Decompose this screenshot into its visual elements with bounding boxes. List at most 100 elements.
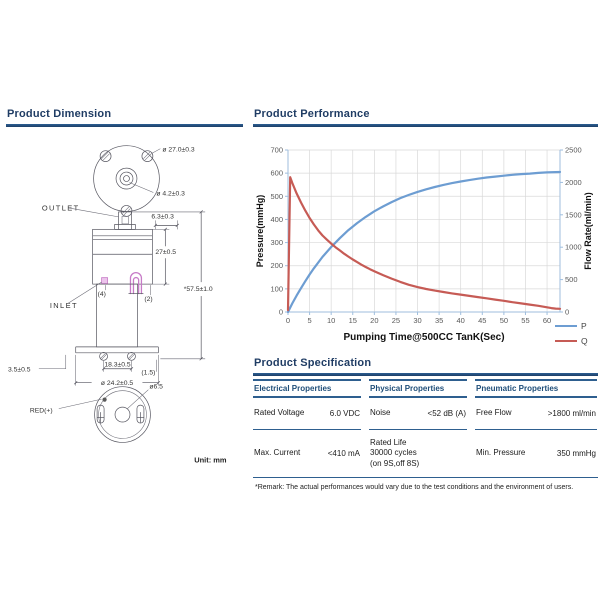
table-row: Min. Pressure 350 mmHg bbox=[475, 430, 597, 477]
tick-label: 20 bbox=[370, 316, 378, 325]
spec-group-electrical: Electrical Properties Rated Voltage 6.0 … bbox=[253, 379, 361, 477]
tick-label: 40 bbox=[457, 316, 465, 325]
specification-section-rule bbox=[253, 373, 598, 376]
dimension-section: Product Dimension bbox=[6, 108, 243, 490]
spec-label: Min. Pressure bbox=[476, 448, 526, 458]
unit-note: Unit: mm bbox=[194, 455, 227, 464]
dim-screw-span-label: 18.3±0.5 bbox=[104, 361, 131, 368]
spec-label: Max. Current bbox=[254, 448, 301, 458]
dim-foot-label: 3.5±0.5 bbox=[8, 367, 31, 374]
screw-hole-icon bbox=[99, 150, 112, 162]
outlet-label: OUTLET bbox=[42, 203, 80, 212]
tick-label: 25 bbox=[392, 316, 400, 325]
spec-remark: *Remark: The actual performances would v… bbox=[255, 484, 574, 491]
table-row: Free Flow >1800 ml/min bbox=[475, 398, 597, 430]
spec-value: >1800 ml/min bbox=[547, 409, 596, 418]
tick-label: 1000 bbox=[565, 243, 582, 252]
dia-mount-circle-label: ø 27.0±0.3 bbox=[162, 147, 195, 154]
specification-section-title: Product Specification bbox=[254, 357, 372, 369]
tick-label: 500 bbox=[270, 192, 283, 201]
terminal-icon bbox=[96, 404, 105, 424]
dia-flange-label: ø 24.2±0.5 bbox=[101, 380, 134, 387]
terminal-icon bbox=[136, 404, 145, 424]
bottom-view: ø6.5 RED(+) bbox=[30, 384, 163, 443]
right-axis-title: Flow Rate(ml/min) bbox=[583, 192, 593, 270]
tick-label: 10 bbox=[327, 316, 335, 325]
tick-label: 0 bbox=[565, 308, 569, 317]
tick-label: 60 bbox=[543, 316, 551, 325]
tick-label: 50 bbox=[500, 316, 508, 325]
tick-label: 100 bbox=[270, 284, 283, 293]
tick-label: 5 bbox=[308, 316, 312, 325]
dimension-section-rule bbox=[6, 124, 243, 127]
spec-label: Rated Life 30000 cycles (on 9S,off 8S) bbox=[370, 437, 420, 468]
spec-label: Rated Voltage bbox=[254, 408, 305, 418]
performance-section-rule bbox=[253, 124, 598, 127]
left-axis-title: Pressure(mmHg) bbox=[255, 195, 265, 268]
tick-label: 0 bbox=[279, 308, 283, 317]
tick-label: 15 bbox=[349, 316, 357, 325]
spec-header-pneumatic: Pneumatic Properties bbox=[475, 379, 597, 398]
tick-label: 2500 bbox=[565, 146, 582, 155]
tick-label: 45 bbox=[478, 316, 486, 325]
red-terminal-label: RED(+) bbox=[30, 408, 53, 415]
x-axis-title: Pumping Time@500CC TanK(Sec) bbox=[343, 332, 504, 343]
tick-label: 700 bbox=[270, 146, 283, 155]
spec-value: <410 mA bbox=[327, 449, 360, 458]
mount-screw-icon bbox=[127, 351, 136, 361]
tick-label: 30 bbox=[413, 316, 421, 325]
spec-header-electrical: Electrical Properties bbox=[253, 379, 361, 398]
inlet-label: INLET bbox=[50, 301, 78, 310]
tick-label: 400 bbox=[270, 215, 283, 224]
tick-label: 300 bbox=[270, 238, 283, 247]
top-view: ø 27.0±0.3 ø 4.2±0.3 bbox=[93, 145, 195, 217]
red-terminal-dot bbox=[102, 397, 107, 402]
spec-label: Noise bbox=[370, 408, 391, 418]
dim-offset-label: (1.5) bbox=[141, 370, 155, 377]
tick-label: 0 bbox=[286, 316, 290, 325]
tick-label: 55 bbox=[521, 316, 529, 325]
performance-chart: 0100200300400500600700050010001500200025… bbox=[255, 146, 593, 347]
dim-body-height-label: 27±0.5 bbox=[155, 249, 176, 256]
table-row: Max. Current <410 mA bbox=[253, 430, 361, 477]
tick-label: 600 bbox=[270, 169, 283, 178]
table-row: Noise <52 dB (A) bbox=[369, 398, 467, 430]
tick-label: 500 bbox=[565, 275, 578, 284]
screw-hole-icon bbox=[141, 150, 154, 162]
chart-legend: P Q bbox=[555, 321, 588, 346]
spec-header-physical: Physical Properties bbox=[369, 379, 467, 398]
tube-count-label: (2) bbox=[144, 296, 152, 303]
spec-table: Electrical Properties Rated Voltage 6.0 … bbox=[253, 379, 598, 491]
spec-label: Free Flow bbox=[476, 408, 512, 418]
performance-section-title: Product Performance bbox=[254, 108, 370, 120]
tick-label: 1500 bbox=[565, 210, 582, 219]
dim-total-height-label: *57.5±1.0 bbox=[184, 286, 213, 293]
pressure-curve bbox=[286, 170, 562, 314]
spec-group-physical: Physical Properties Noise <52 dB (A) Rat… bbox=[369, 379, 467, 477]
dim-outlet-label: 6.3±0.3 bbox=[151, 213, 174, 220]
tick-label: 35 bbox=[435, 316, 443, 325]
performance-section: Product Performance 0 100 200 300 400 500 600 7… bbox=[253, 108, 598, 491]
flow-curve bbox=[286, 176, 562, 312]
inlet-port-marker bbox=[101, 277, 108, 285]
legend-label-q: Q bbox=[581, 336, 588, 346]
spec-group-pneumatic: Pneumatic Properties Free Flow >1800 ml/… bbox=[475, 379, 597, 477]
table-row: Rated Voltage 6.0 VDC bbox=[253, 398, 361, 430]
inlet-tube bbox=[129, 272, 143, 295]
spec-value: <52 dB (A) bbox=[427, 409, 466, 418]
side-view: OUTLET INLET (4) (2) 6.3±0.3 bbox=[8, 203, 213, 387]
dia-center-hole-label: ø6.5 bbox=[149, 384, 163, 391]
table-row: Rated Life 30000 cycles (on 9S,off 8S) bbox=[369, 430, 467, 477]
dimension-section-title: Product Dimension bbox=[7, 108, 112, 120]
tick-label: 2000 bbox=[565, 178, 582, 187]
tick-label: 200 bbox=[270, 261, 283, 270]
spec-value: 350 mmHg bbox=[556, 449, 596, 458]
inlet-count-label: (4) bbox=[98, 291, 106, 298]
mount-screw-icon bbox=[99, 351, 108, 361]
spec-value: 6.0 VDC bbox=[329, 409, 360, 418]
dimension-drawing: ø 27.0±0.3 ø 4.2±0.3 bbox=[8, 145, 227, 464]
specification-section: Product Specification Electrical Propert… bbox=[253, 357, 598, 491]
legend-label-p: P bbox=[581, 321, 587, 331]
dia-shaft-label: ø 4.2±0.3 bbox=[156, 190, 185, 197]
